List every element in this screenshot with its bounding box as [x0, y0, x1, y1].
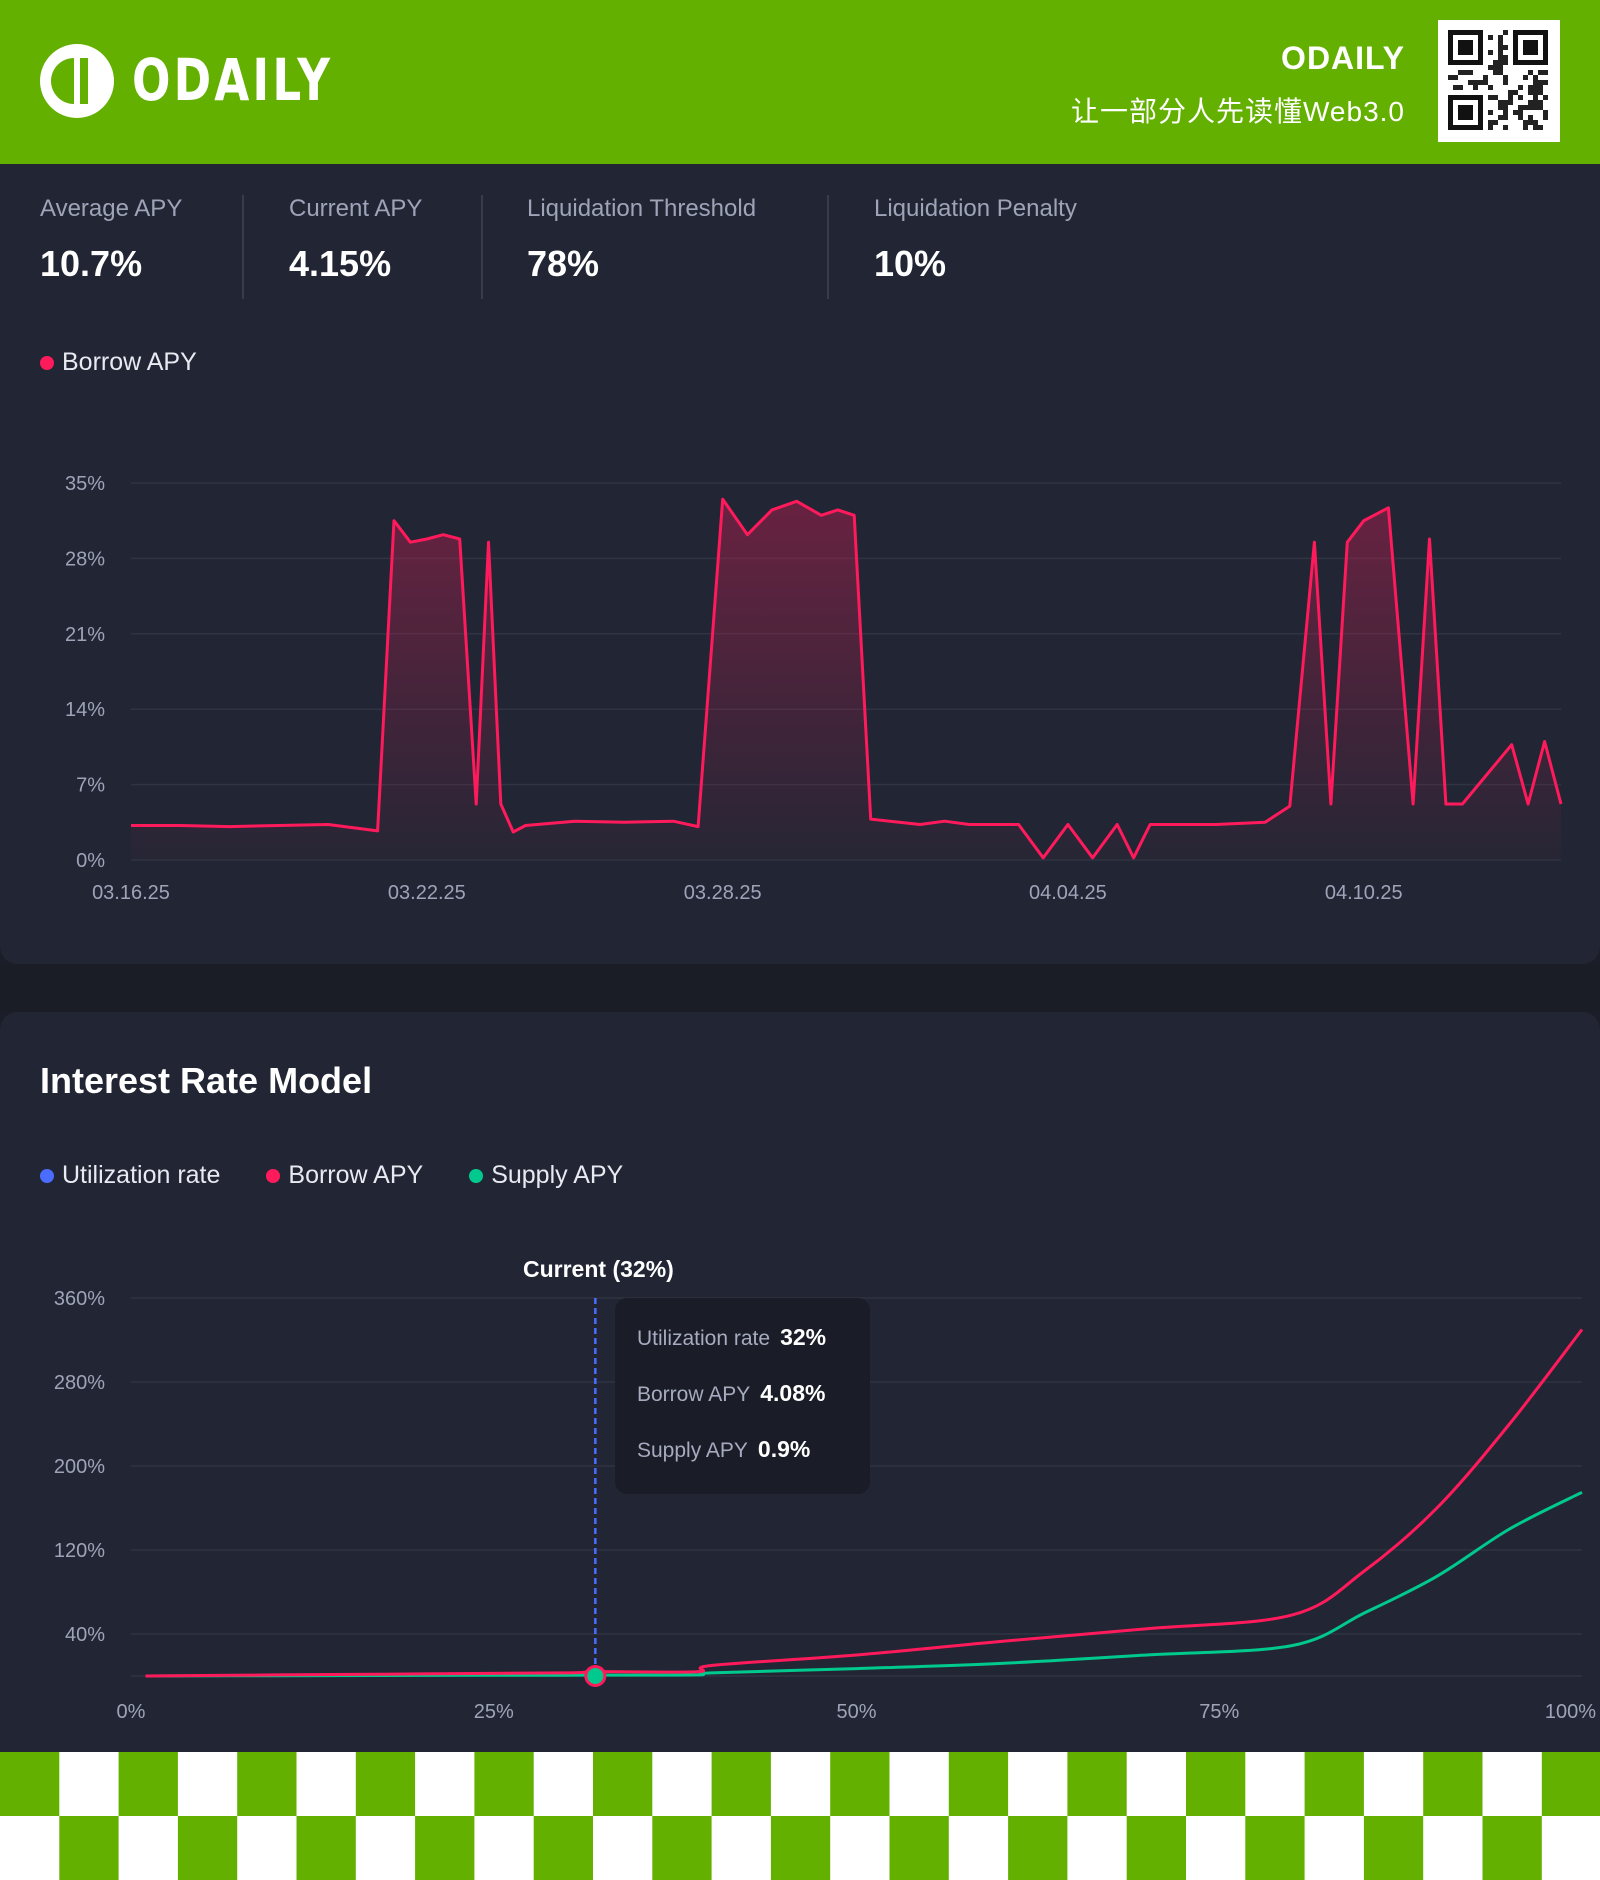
stat-label: Current APY: [289, 195, 423, 222]
tooltip-value: 4.08%: [760, 1380, 826, 1406]
legend-item-borrow-apy[interactable]: Borrow APY: [266, 1161, 423, 1190]
x-tick-label: 03.16.25: [92, 882, 170, 904]
current-point-marker: [587, 1668, 604, 1684]
stat-value: 10.7%: [40, 243, 143, 284]
current-utilization-label: Current (32%): [523, 1256, 674, 1282]
legend-dot-icon: [266, 1168, 281, 1183]
legend-item-supply-apy[interactable]: Supply APY: [469, 1161, 623, 1190]
x-tick-label: 03.22.25: [388, 882, 466, 904]
y-tick-label: 35%: [65, 473, 105, 495]
x-tick-label: 03.28.25: [684, 882, 762, 904]
y-tick-label: 280%: [54, 1372, 105, 1394]
legend-dot-icon: [40, 1168, 54, 1183]
stat-divider: [827, 195, 829, 299]
qr-code-icon: [1438, 20, 1560, 142]
borrow-apy-chart[interactable]: 0% 7% 14% 21% 28% 35% 03.16.25 03.22.25 03.28.25…: [0, 440, 1600, 930]
legend-label: Utilization rate: [62, 1161, 221, 1189]
x-tick-label: 75%: [1199, 1701, 1239, 1723]
legend-item-utilization-rate[interactable]: Utilization rate: [40, 1161, 220, 1190]
x-tick-label: 04.10.25: [1325, 882, 1403, 904]
tooltip-value: 0.9%: [757, 1436, 811, 1462]
x-tick-label: 100%: [1545, 1701, 1596, 1723]
panel-gap: [0, 964, 1600, 1012]
brand-name: ODAILY: [1281, 40, 1405, 76]
borrow-apy-line: [145, 1328, 1584, 1678]
y-tick-label: 200%: [54, 1456, 105, 1478]
stat-label: Average APY: [40, 195, 183, 222]
tooltip-row-utilization: Utilization rate 32%: [637, 1324, 826, 1351]
x-tick-label: 04.04.25: [1029, 882, 1107, 904]
y-tick-label: 7%: [76, 775, 105, 797]
y-tick-label: 28%: [65, 548, 105, 570]
chart-tooltip: Utilization rate 32% Borrow APY 4.08% Supp…: [615, 1298, 870, 1494]
legend-label: Borrow APY: [62, 348, 197, 376]
stat-divider: [481, 195, 483, 299]
stat-label: Liquidation Penalty: [874, 195, 1077, 222]
y-tick-label: 0%: [76, 850, 105, 872]
stat-liquidation-threshold: Liquidation Threshold 78%: [527, 195, 756, 285]
supply-apy-line: [145, 1490, 1583, 1678]
tooltip-row-supply: Supply APY 0.9%: [637, 1436, 810, 1463]
stat-value: 4.15%: [289, 243, 392, 284]
tooltip-label: Supply APY: [637, 1439, 748, 1462]
y-tick-label: 120%: [54, 1540, 105, 1562]
odaily-logo-icon: [40, 44, 114, 118]
stat-value: 10%: [874, 243, 947, 284]
tooltip-value: 32%: [780, 1324, 827, 1350]
stat-value: 78%: [527, 243, 600, 284]
x-tick-label: 0%: [117, 1701, 146, 1723]
stat-label: Liquidation Threshold: [527, 195, 757, 222]
stat-divider: [242, 195, 244, 299]
y-tick-label: 14%: [65, 699, 105, 721]
y-tick-label: 21%: [65, 624, 105, 646]
tooltip-label: Borrow APY: [637, 1383, 751, 1406]
header-banner: ODAILY ODAILY 让一部分人先读懂Web3.0: [0, 0, 1600, 164]
legend-item-borrow-apy[interactable]: Borrow APY: [40, 348, 197, 377]
legend-dot-icon: [469, 1168, 484, 1183]
brand-tagline: 让一部分人先读懂Web3.0: [1071, 96, 1405, 127]
stat-current-apy: Current APY 4.15%: [289, 195, 422, 285]
borrow-apy-area: [131, 499, 1561, 860]
legend-label: Supply APY: [491, 1161, 624, 1189]
logo-wordmark: ODAILY: [132, 46, 334, 114]
tooltip-row-borrow: Borrow APY 4.08%: [637, 1380, 825, 1407]
irm-chart-legend: Utilization rate Borrow APY Supply APY: [40, 1161, 669, 1190]
y-tick-label: 360%: [54, 1288, 105, 1310]
legend-dot-icon: [40, 355, 54, 370]
stat-average-apy: Average APY 10.7%: [40, 195, 182, 285]
x-tick-label: 50%: [836, 1701, 876, 1723]
borrow-chart-legend: Borrow APY: [40, 348, 243, 377]
legend-label: Borrow APY: [288, 1161, 424, 1189]
x-tick-label: 25%: [474, 1701, 514, 1723]
borrow-apy-line: [131, 497, 1563, 860]
tooltip-label: Utilization rate: [637, 1327, 771, 1350]
y-tick-label: 40%: [65, 1624, 105, 1646]
section-title: Interest Rate Model: [40, 1060, 373, 1101]
checker-border-decoration: [0, 1752, 1600, 1880]
stat-liquidation-penalty: Liquidation Penalty 10%: [874, 195, 1077, 285]
